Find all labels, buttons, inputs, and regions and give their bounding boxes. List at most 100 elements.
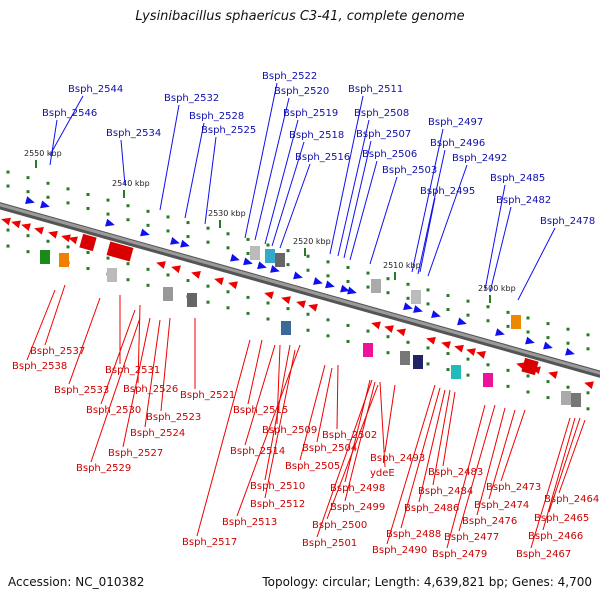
reverse-gene-arrow — [68, 236, 78, 245]
forward-gene-arrow — [293, 271, 303, 280]
ring-dot — [406, 282, 410, 286]
upper-gene-label: Bsph_2511 — [348, 84, 403, 95]
lower-gene-label: Bsph_2502 — [322, 430, 377, 441]
ring-dot — [366, 329, 370, 333]
reverse-gene-arrow — [156, 261, 166, 269]
ring-dot — [306, 254, 310, 258]
ring-dot — [46, 181, 50, 185]
lower-gene-label: Bsph_2533 — [54, 385, 109, 396]
reverse-gene-arrow — [11, 220, 21, 229]
lower-label-leader — [244, 344, 276, 446]
genes-label: Genes: — [511, 575, 554, 589]
reverse-gene-arrow — [296, 300, 306, 309]
upper-label-leader — [329, 95, 364, 255]
upper-gene-label: Bsph_2518 — [289, 130, 344, 141]
lower-label-leader — [379, 381, 386, 468]
feature-box — [265, 249, 275, 263]
reverse-gene-arrow — [214, 277, 224, 286]
ring-dot — [126, 262, 130, 266]
ring-dot — [146, 223, 150, 227]
ring-dot — [406, 296, 410, 300]
upper-gene-label: Bsph_2532 — [164, 93, 219, 104]
scale-tick-label: 2520 kbp — [293, 237, 331, 246]
lower-label-leader — [530, 417, 571, 549]
lower-label-leader — [336, 364, 339, 430]
upper-gene-label: Bsph_2525 — [201, 125, 256, 136]
lower-label-leader — [26, 289, 56, 361]
ring-dot — [286, 249, 290, 253]
upper-gene-label: Bsph_2520 — [274, 86, 329, 97]
ring-dot — [86, 193, 90, 197]
reverse-gene-arrow — [34, 226, 44, 235]
lower-label-leader — [326, 384, 379, 520]
ring-dot — [586, 391, 590, 395]
lower-gene-label: Bsph_2500 — [312, 520, 367, 531]
upper-gene-label: Bsph_2506 — [362, 149, 417, 160]
reverse-gene-arrow — [441, 341, 451, 349]
ring-dot — [206, 240, 210, 244]
ring-dot — [546, 336, 550, 340]
reverse-gene-arrow — [191, 271, 201, 279]
ring-dot — [406, 340, 410, 344]
lower-label-leader — [500, 409, 526, 482]
reverse-gene-arrow — [228, 281, 238, 290]
reverse-gene-arrow — [264, 291, 274, 300]
ring-dot — [526, 330, 530, 334]
reverse-gene-arrow — [61, 234, 71, 243]
lower-label-leader — [432, 389, 451, 486]
ring-dot — [466, 357, 470, 361]
ring-dot — [146, 267, 150, 271]
ring-dot — [26, 234, 30, 238]
ring-dot — [106, 198, 110, 202]
accession-line: Accession: NC_010382 — [8, 575, 144, 589]
ring-dot — [246, 237, 250, 241]
forward-gene-arrow — [105, 218, 115, 227]
ring-dot — [126, 204, 130, 208]
ring-dot — [226, 306, 230, 310]
feature-box — [281, 321, 291, 335]
lower-gene-label: Bsph_2473 — [486, 482, 541, 493]
lower-gene-label: Bsph_2505 — [285, 461, 340, 472]
lower-label-leader — [446, 404, 486, 549]
upper-label-leader — [49, 119, 58, 166]
upper-gene-label: Bsph_2478 — [540, 216, 595, 227]
ring-dot — [466, 313, 470, 317]
ring-dot — [286, 263, 290, 267]
ring-dot — [446, 368, 450, 372]
lower-gene-label: Bsph_2479 — [432, 549, 487, 560]
lower-gene-label: Bsph_2474 — [474, 500, 529, 511]
lower-gene-label: Bsph_2484 — [418, 486, 473, 497]
ring-dot — [86, 207, 90, 211]
upper-label-leader — [427, 164, 468, 277]
ring-dot — [466, 299, 470, 303]
lower-gene-label: Bsph_2498 — [330, 483, 385, 494]
ring-dot — [186, 279, 190, 283]
length-label: Length: — [374, 575, 421, 589]
ring-dot — [266, 301, 270, 305]
lower-label-leader — [384, 384, 396, 453]
ring-dot — [206, 226, 210, 230]
lower-label-leader — [400, 387, 441, 529]
forward-gene-arrow — [243, 257, 253, 266]
lower-gene-label: Bsph_2488 — [386, 529, 441, 540]
ring-dot — [166, 215, 170, 219]
forward-gene-arrow — [403, 302, 413, 311]
lower-gene-label: Bsph_2486 — [404, 503, 459, 514]
feature-box — [187, 293, 197, 307]
genome-title: Lysinibacillus sphaericus C3-41, complet… — [135, 9, 465, 24]
ring-dot — [366, 271, 370, 275]
lower-gene-label: Bsph_2529 — [76, 463, 131, 474]
ring-dot — [6, 244, 10, 248]
ring-dot — [246, 251, 250, 255]
lower-gene-label: Bsph_2483 — [428, 467, 483, 478]
upper-gene-label: Bsph_2534 — [106, 128, 161, 139]
reverse-gene-arrow — [454, 344, 464, 353]
upper-gene-label: Bsph_2482 — [496, 195, 551, 206]
reverse-gene-arrow — [396, 328, 406, 337]
upper-gene-label: Bsph_2485 — [490, 173, 545, 184]
feature-box — [451, 365, 461, 379]
upper-label-leader — [417, 149, 446, 275]
upper-label-leader — [159, 104, 180, 211]
ring-dot — [566, 327, 570, 331]
upper-gene-label: Bsph_2519 — [283, 108, 338, 119]
